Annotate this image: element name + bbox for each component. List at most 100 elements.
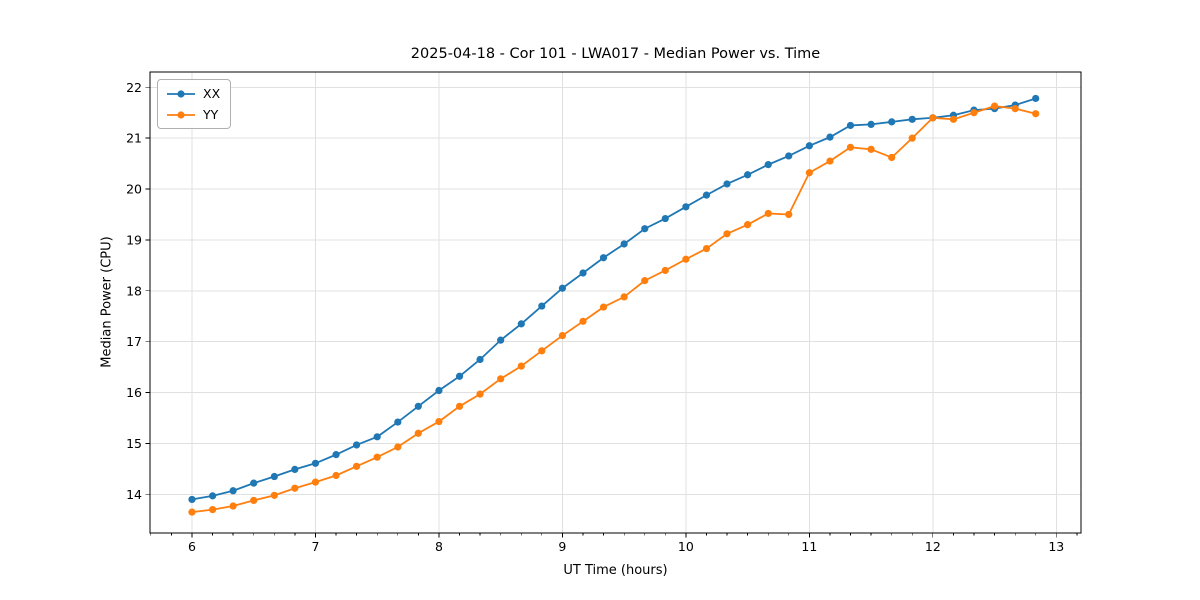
y-tick-label: 22 xyxy=(126,80,142,95)
data-point-xx xyxy=(435,386,443,395)
data-point-xx xyxy=(723,180,731,188)
x-tick-label: 12 xyxy=(925,539,941,554)
chart-title: 2025-04-18 - Cor 101 - LWA017 - Median P… xyxy=(410,46,821,62)
data-point-yy xyxy=(661,266,669,275)
y-tick-label: 17 xyxy=(126,334,142,349)
data-point-yy xyxy=(1011,105,1019,113)
data-point-yy xyxy=(764,209,772,218)
data-point-xx xyxy=(805,142,813,150)
x-tick-label: 10 xyxy=(678,539,694,554)
x-axis-label: UT Time (hours) xyxy=(563,563,668,578)
data-point-xx xyxy=(641,225,649,233)
data-point-yy xyxy=(311,478,320,486)
data-point-yy xyxy=(702,244,711,253)
data-point-xx xyxy=(455,372,464,380)
data-point-xx xyxy=(250,479,258,487)
data-point-yy xyxy=(599,303,608,311)
data-point-yy xyxy=(455,402,464,410)
data-point-yy xyxy=(970,109,978,117)
data-point-yy xyxy=(435,417,443,426)
data-point-yy xyxy=(723,230,731,238)
data-point-yy xyxy=(908,134,916,142)
grid xyxy=(150,72,1081,533)
data-point-xx xyxy=(620,240,628,248)
x-tick-label: 9 xyxy=(558,539,566,554)
x-tick-label: 8 xyxy=(435,539,443,554)
x-tick-label: 11 xyxy=(801,539,817,554)
x-tick-label: 6 xyxy=(188,539,196,554)
data-point-xx xyxy=(661,214,669,223)
series-yy xyxy=(188,102,1040,516)
y-tick-label: 19 xyxy=(126,232,142,247)
data-point-yy xyxy=(558,331,567,340)
data-point-yy xyxy=(888,153,896,162)
data-point-yy xyxy=(373,453,381,461)
data-point-yy xyxy=(414,429,422,437)
data-point-yy xyxy=(188,508,196,516)
data-point-xx xyxy=(682,203,690,211)
data-point-xx xyxy=(291,465,299,473)
data-point-xx xyxy=(867,120,875,129)
data-point-yy xyxy=(352,462,361,470)
data-point-xx xyxy=(229,487,237,495)
data-point-yy xyxy=(929,114,937,122)
data-point-xx xyxy=(538,302,546,310)
data-point-yy xyxy=(620,293,628,301)
legend: XX YY xyxy=(157,79,232,129)
data-point-xx xyxy=(764,161,772,169)
data-point-yy xyxy=(579,317,587,325)
data-point-yy xyxy=(846,143,855,151)
data-point-xx xyxy=(558,284,567,292)
data-point-yy xyxy=(476,390,484,398)
data-point-yy xyxy=(229,502,237,510)
y-tick-label: 20 xyxy=(126,182,142,197)
data-point-yy xyxy=(497,375,505,383)
y-tick-label: 18 xyxy=(126,283,142,298)
data-point-yy xyxy=(826,157,834,165)
x-tick-label: 7 xyxy=(311,539,319,554)
legend-item-xx: XX xyxy=(166,85,220,102)
data-point-yy xyxy=(949,115,958,123)
legend-line-yy-icon xyxy=(167,110,195,119)
data-point-xx xyxy=(209,492,217,500)
series-line-xx xyxy=(191,97,1036,501)
data-point-xx xyxy=(599,254,608,262)
data-point-yy xyxy=(250,496,258,505)
data-point-xx xyxy=(826,133,834,141)
y-tick-label: 21 xyxy=(126,131,142,146)
data-point-xx xyxy=(270,472,278,481)
y-tick-label: 14 xyxy=(126,487,142,502)
tick-labels: 6 7 8 9 10 11 12 13 14 15 16 17 18 19 20 21 22 xyxy=(126,80,1064,554)
y-tick-label: 16 xyxy=(126,385,142,400)
legend-line-xx-icon xyxy=(167,89,195,98)
data-point-yy xyxy=(682,255,690,263)
data-point-yy xyxy=(744,221,752,229)
data-point-xx xyxy=(311,459,320,467)
axis-ticks xyxy=(145,86,1078,538)
data-point-xx xyxy=(332,451,340,459)
data-point-xx xyxy=(517,320,525,328)
legend-item-yy: YY xyxy=(166,106,220,123)
data-point-yy xyxy=(805,169,813,177)
y-axis-label: Median Power (CPU) xyxy=(99,236,115,368)
data-point-yy xyxy=(394,443,402,451)
legend-label-xx: XX xyxy=(203,86,221,101)
plot-border xyxy=(149,71,1082,534)
data-point-yy xyxy=(867,145,875,153)
data-point-xx xyxy=(846,121,855,130)
data-point-xx xyxy=(1032,94,1040,103)
data-point-yy xyxy=(517,362,525,370)
data-point-yy xyxy=(270,491,278,499)
data-point-xx xyxy=(579,269,587,277)
data-point-xx xyxy=(888,118,896,126)
data-point-yy xyxy=(1032,110,1040,118)
data-point-yy xyxy=(332,471,340,480)
data-point-xx xyxy=(476,355,484,364)
data-point-xx xyxy=(188,495,196,504)
series-line-yy xyxy=(191,105,1036,514)
data-point-yy xyxy=(990,102,999,110)
data-point-xx xyxy=(702,191,711,199)
y-tick-label: 15 xyxy=(126,436,142,451)
